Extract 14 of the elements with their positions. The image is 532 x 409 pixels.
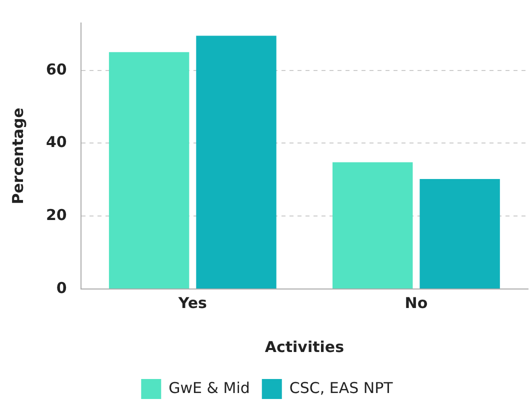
legend-label: GwE & Mid [168,378,250,397]
bar [196,36,276,288]
bar [420,178,500,288]
x-tick-label: Yes [177,294,208,312]
x-tick-label: No [404,294,428,312]
y-tick-label: 20 [46,206,67,224]
y-tick-label: 0 [56,278,67,297]
bar [108,52,190,288]
x-axis-title: Activities [264,338,344,356]
y-tick-label: 40 [46,133,67,152]
legend-label: CSC, EAS NPT [289,378,394,397]
y-tick-label: 60 [46,60,67,78]
bar [332,162,413,288]
y-axis-title: Percentage [8,108,27,204]
